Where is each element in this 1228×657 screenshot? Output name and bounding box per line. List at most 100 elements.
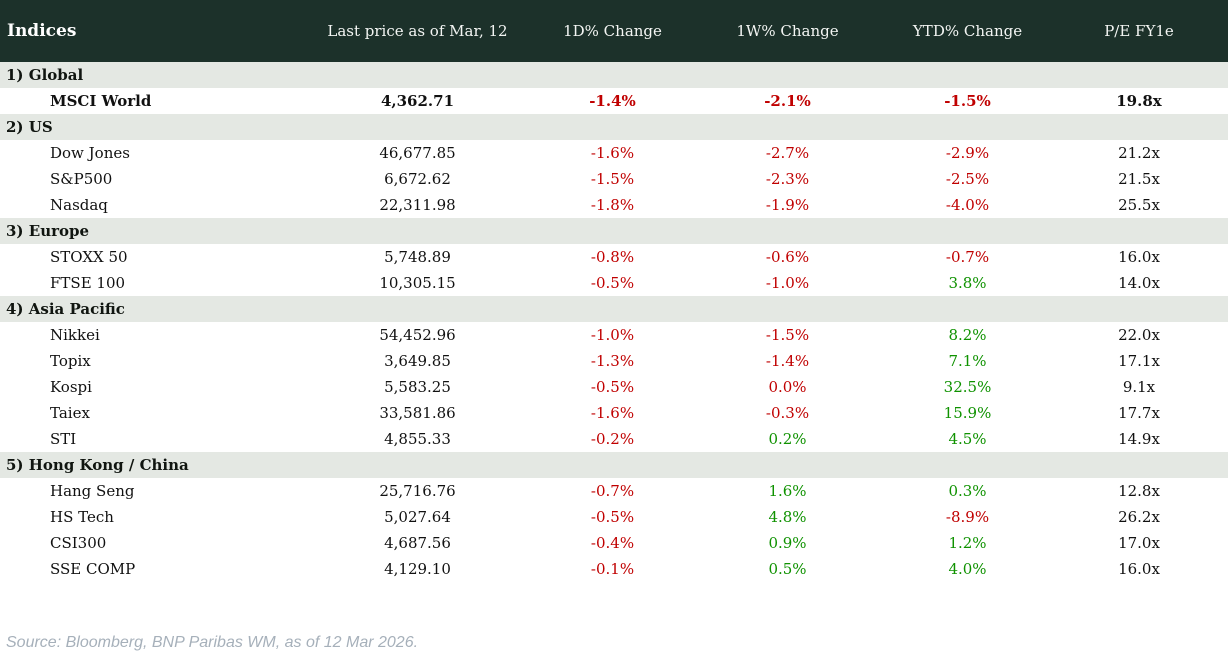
index-name: STOXX 50 xyxy=(50,248,128,266)
table-row: S&P500 6,672.62 -1.5% -2.3% -2.5% 21.5x xyxy=(0,166,1228,192)
section-header-row: 1) Global xyxy=(0,62,1228,88)
change-1w: -1.9% xyxy=(765,196,810,214)
table-row: Nikkei 54,452.96 -1.0% -1.5% 8.2% 22.0x xyxy=(0,322,1228,348)
index-name: SSE COMP xyxy=(50,560,136,578)
last-price: 3,649.85 xyxy=(384,352,451,370)
table-header-row: Indices Last price as of Mar, 12 1D% Cha… xyxy=(0,0,1228,62)
change-1d: -0.4% xyxy=(590,534,635,552)
section-label: 4) Asia Pacific xyxy=(6,300,125,318)
column-header-1w-change: 1W% Change xyxy=(736,22,839,40)
index-name: Kospi xyxy=(50,378,92,396)
column-header-pe-fy1e: P/E FY1e xyxy=(1104,22,1174,40)
change-ytd: -2.9% xyxy=(945,144,990,162)
last-price: 5,748.89 xyxy=(384,248,451,266)
change-1d: -1.3% xyxy=(590,352,635,370)
pe-fy1e: 17.0x xyxy=(1118,534,1160,552)
change-1d: -1.0% xyxy=(590,326,635,344)
index-name: CSI300 xyxy=(50,534,107,552)
change-1d: -0.5% xyxy=(590,508,635,526)
change-ytd: -8.9% xyxy=(945,508,990,526)
table-row: Hang Seng 25,716.76 -0.7% 1.6% 0.3% 12.8x xyxy=(0,478,1228,504)
change-ytd: -1.5% xyxy=(944,92,991,110)
pe-fy1e: 21.2x xyxy=(1118,144,1160,162)
change-1d: -0.5% xyxy=(590,274,635,292)
index-name: STI xyxy=(50,430,77,448)
table-row: Taiex 33,581.86 -1.6% -0.3% 15.9% 17.7x xyxy=(0,400,1228,426)
change-ytd: 4.0% xyxy=(948,560,987,578)
change-1w: -0.3% xyxy=(765,404,810,422)
index-name: MSCI World xyxy=(50,92,152,110)
change-1d: -1.4% xyxy=(589,92,636,110)
section-header-row: 2) US xyxy=(0,114,1228,140)
pe-fy1e: 16.0x xyxy=(1118,248,1160,266)
index-name: FTSE 100 xyxy=(50,274,126,292)
change-1d: -1.6% xyxy=(590,404,635,422)
section-label: 3) Europe xyxy=(6,222,90,240)
change-ytd: 3.8% xyxy=(948,274,987,292)
change-1d: -0.1% xyxy=(590,560,635,578)
column-header-last-price: Last price as of Mar, 12 xyxy=(327,22,508,40)
section-header-row: 4) Asia Pacific xyxy=(0,296,1228,322)
change-ytd: -2.5% xyxy=(945,170,990,188)
change-1d: -0.5% xyxy=(590,378,635,396)
pe-fy1e: 17.7x xyxy=(1118,404,1160,422)
last-price: 4,362.71 xyxy=(380,92,455,110)
change-ytd: 0.3% xyxy=(948,482,987,500)
table-row: FTSE 100 10,305.15 -0.5% -1.0% 3.8% 14.0x xyxy=(0,270,1228,296)
change-1w: -2.7% xyxy=(765,144,810,162)
change-1w: -0.6% xyxy=(765,248,810,266)
pe-fy1e: 25.5x xyxy=(1118,196,1160,214)
index-name: Taiex xyxy=(50,404,90,422)
change-1w: -2.3% xyxy=(765,170,810,188)
pe-fy1e: 12.8x xyxy=(1118,482,1160,500)
pe-fy1e: 21.5x xyxy=(1118,170,1160,188)
table-row: HS Tech 5,027.64 -0.5% 4.8% -8.9% 26.2x xyxy=(0,504,1228,530)
index-name: HS Tech xyxy=(50,508,114,526)
table-row: Kospi 5,583.25 -0.5% 0.0% 32.5% 9.1x xyxy=(0,374,1228,400)
pe-fy1e: 9.1x xyxy=(1122,378,1156,396)
pe-fy1e: 14.9x xyxy=(1118,430,1160,448)
pe-fy1e: 22.0x xyxy=(1118,326,1160,344)
change-1d: -0.2% xyxy=(590,430,635,448)
pe-fy1e: 16.0x xyxy=(1118,560,1160,578)
table-row: STOXX 50 5,748.89 -0.8% -0.6% -0.7% 16.0x xyxy=(0,244,1228,270)
index-name: S&P500 xyxy=(50,170,113,188)
index-name: Topix xyxy=(50,352,91,370)
index-name: Hang Seng xyxy=(50,482,135,500)
index-name: Nikkei xyxy=(50,326,100,344)
change-1w: -2.1% xyxy=(764,92,811,110)
pe-fy1e: 19.8x xyxy=(1116,92,1162,110)
table-row: Topix 3,649.85 -1.3% -1.4% 7.1% 17.1x xyxy=(0,348,1228,374)
change-1w: -1.5% xyxy=(765,326,810,344)
last-price: 4,855.33 xyxy=(384,430,451,448)
change-1w: 0.9% xyxy=(768,534,807,552)
source-note: Source: Bloomberg, BNP Paribas WM, as of… xyxy=(6,634,419,651)
last-price: 25,716.76 xyxy=(379,482,456,500)
last-price: 46,677.85 xyxy=(379,144,456,162)
section-label: 2) US xyxy=(6,118,53,136)
column-header-ytd-change: YTD% Change xyxy=(912,22,1023,40)
column-header-indices: Indices xyxy=(7,21,77,41)
last-price: 54,452.96 xyxy=(379,326,456,344)
table-row: Dow Jones 46,677.85 -1.6% -2.7% -2.9% 21.2x xyxy=(0,140,1228,166)
change-ytd: 8.2% xyxy=(948,326,987,344)
section-header-row: 3) Europe xyxy=(0,218,1228,244)
table-row: CSI300 4,687.56 -0.4% 0.9% 1.2% 17.0x xyxy=(0,530,1228,556)
index-name: Dow Jones xyxy=(50,144,130,162)
indices-table: Indices Last price as of Mar, 12 1D% Cha… xyxy=(0,0,1228,582)
section-label: 5) Hong Kong / China xyxy=(6,456,189,474)
table-row: Nasdaq 22,311.98 -1.8% -1.9% -4.0% 25.5x xyxy=(0,192,1228,218)
column-header-1d-change: 1D% Change xyxy=(563,22,662,40)
change-1w: -1.4% xyxy=(765,352,810,370)
change-ytd: 4.5% xyxy=(948,430,987,448)
last-price: 33,581.86 xyxy=(379,404,456,422)
change-ytd: 1.2% xyxy=(948,534,987,552)
change-1d: -1.8% xyxy=(590,196,635,214)
change-1d: -0.8% xyxy=(590,248,635,266)
pe-fy1e: 17.1x xyxy=(1118,352,1160,370)
table-body: 1) Global MSCI World 4,362.71 -1.4% -2.1% -1.… xyxy=(0,62,1228,582)
last-price: 10,305.15 xyxy=(379,274,456,292)
table-row: MSCI World 4,362.71 -1.4% -2.1% -1.5% 19.8x xyxy=(0,88,1228,114)
change-ytd: 7.1% xyxy=(948,352,987,370)
change-1d: -0.7% xyxy=(590,482,635,500)
